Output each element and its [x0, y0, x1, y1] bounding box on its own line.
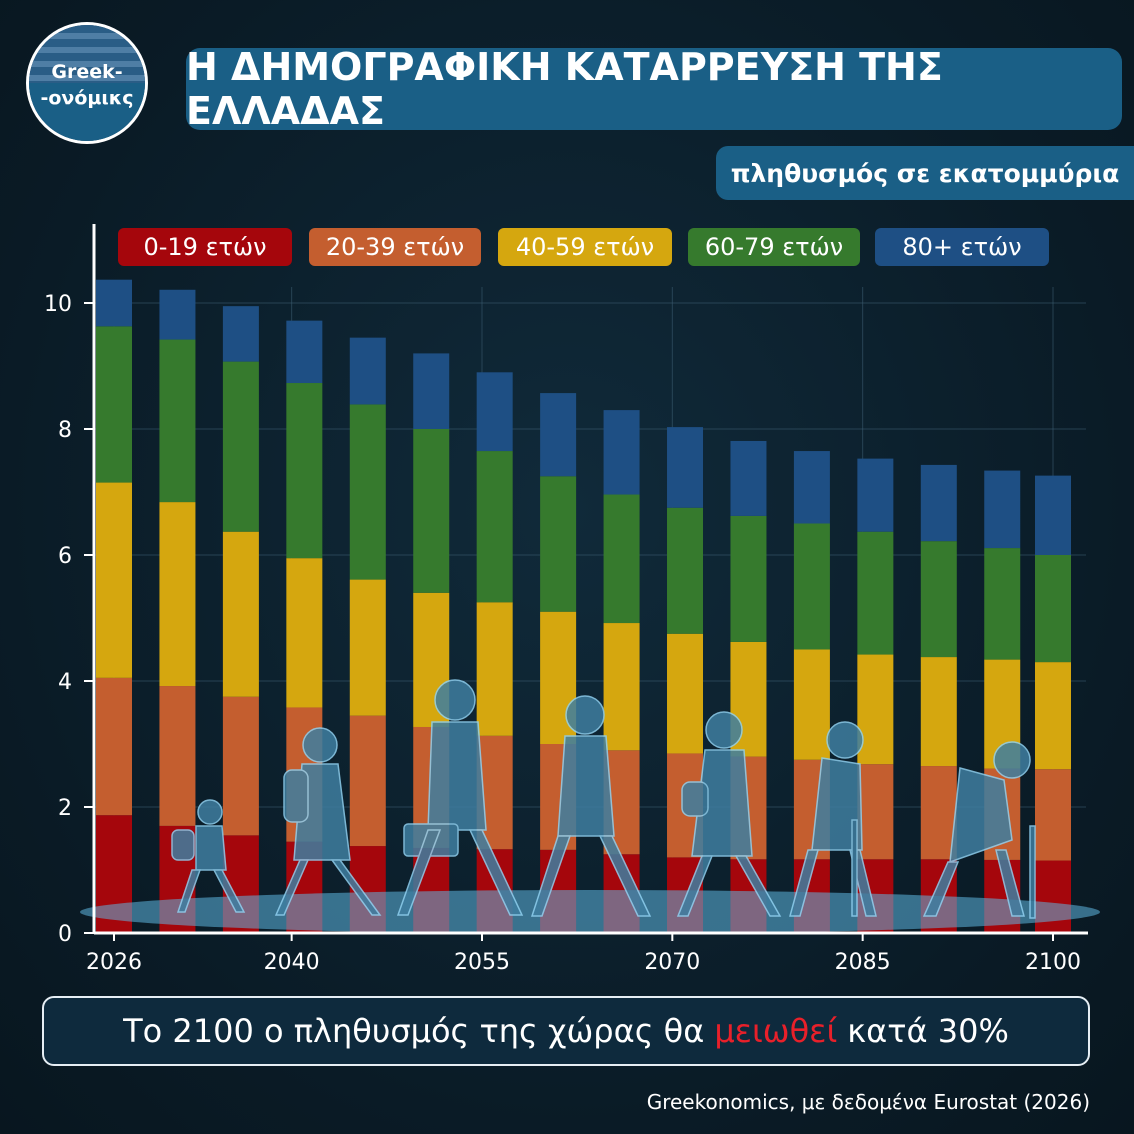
bar-2100-series-3: [1035, 555, 1071, 663]
subtitle-banner: πληθυσμός σε εκατομμύρια: [716, 146, 1134, 200]
bar-2066-series-3: [603, 494, 640, 624]
bar-2071-series-3: [667, 507, 704, 634]
greekonomics-logo: Greek- -ονόμικς: [26, 22, 148, 144]
bar-2091-series-3: [920, 541, 957, 658]
bar-2046-series-4: [349, 337, 386, 405]
legend-item-0-19: 0-19 ετών: [118, 228, 292, 266]
elderly-man-figure-icon: [789, 721, 877, 917]
y-tick-label-8: 8: [58, 418, 72, 443]
legend-item-20-39: 20-39 ετών: [309, 228, 481, 266]
bar-2051-series-3: [413, 429, 450, 593]
y-axis-ticks: 0 2 4 6 8 10: [44, 292, 94, 947]
bar-2066-series-4: [603, 410, 640, 495]
bar-2046-series-3: [349, 404, 386, 580]
bar-2036-series-4: [222, 306, 259, 362]
y-tick-label-4: 4: [58, 670, 72, 695]
bar-2031-series-1: [159, 686, 196, 826]
businessman-figure-icon: [396, 679, 524, 916]
bar-2081-series-2: [793, 649, 830, 760]
woman-figure-icon: [676, 711, 782, 917]
bar-2046-series-2: [349, 579, 386, 716]
bar-2061-series-3: [540, 476, 577, 612]
bar-2066-series-2: [603, 623, 640, 751]
legend-item-80-plus: 80+ ετών: [875, 228, 1049, 266]
bar-2086-series-2: [857, 654, 894, 765]
bar-2041-series-3: [286, 383, 323, 559]
x-axis-ticks: 2026 2040 2055 2070 2085 2100: [86, 933, 1081, 975]
axes: [92, 224, 1088, 935]
bar-2056-series-3: [476, 451, 513, 603]
callout-text-after: κατά 30%: [847, 1012, 1009, 1050]
bar-2056-series-2: [476, 602, 513, 736]
greek-flag-stripes: [29, 25, 145, 83]
bar-2056-series-4: [476, 372, 513, 452]
walking-people-illustration: [80, 679, 1100, 934]
bar-2026-series-4: [96, 279, 132, 327]
bar-2081-series-3: [793, 523, 830, 650]
bar-2086-series-3: [857, 531, 894, 655]
bar-2076-series-4: [730, 440, 767, 516]
bar-2036-series-1: [222, 696, 259, 836]
child-figure-icon: [171, 799, 246, 913]
legend-item-60-79: 60-79 ετών: [688, 228, 860, 266]
bar-2071-series-2: [667, 633, 704, 754]
title-banner: Η ΔΗΜΟΓΡΑΦΙΚΗ ΚΑΤΑΡΡΕΥΣΗ ΤΗΣ ΕΛΛΑΔΑΣ: [186, 45, 1122, 133]
conclusion-callout: Το 2100 ο πληθυσμός της χώρας θα μειωθεί…: [42, 996, 1090, 1066]
bar-2026-series-1: [96, 677, 132, 816]
bar-2096-series-4: [984, 470, 1021, 549]
bar-2091-series-4: [920, 464, 957, 542]
bar-2096-series-3: [984, 548, 1021, 660]
bar-2041-series-4: [286, 320, 323, 384]
x-tick-label-2040: 2040: [264, 950, 320, 975]
logo-lower-field: [29, 83, 145, 141]
bar-2076-series-3: [730, 515, 767, 642]
page-title: Η ΔΗΜΟΓΡΑΦΙΚΗ ΚΑΤΑΡΡΕΥΣΗ ΤΗΣ ΕΛΛΑΔΑΣ: [186, 45, 943, 133]
x-tick-label-2070: 2070: [644, 950, 700, 975]
girl-figure-icon: [274, 727, 382, 916]
bar-2026-series-2: [96, 482, 132, 678]
legend: 0-19 ετών 20-39 ετών 40-59 ετών 60-79 ετ…: [0, 228, 1134, 268]
y-tick-label-10: 10: [44, 292, 72, 317]
bar-2071-series-4: [667, 427, 704, 508]
bar-2041-series-2: [286, 558, 323, 708]
bar-2091-series-2: [920, 657, 957, 767]
elderly-woman-figure-icon: [922, 741, 1036, 919]
bar-2051-series-4: [413, 353, 450, 429]
y-tick-label-6: 6: [58, 544, 72, 569]
bar-2086-series-1: [857, 764, 894, 860]
source-note: Greekonomics, με δεδομένα Eurostat (2026…: [646, 1090, 1090, 1114]
callout-highlight: μειωθεί: [714, 1012, 838, 1050]
bar-2031-series-3: [159, 339, 196, 503]
bar-2086-series-4: [857, 458, 894, 532]
bar-2081-series-4: [793, 451, 830, 524]
bar-2100-series-4: [1035, 475, 1071, 555]
bar-2026-series-3: [96, 326, 132, 483]
bar-2036-series-2: [222, 531, 259, 697]
bar-2031-series-2: [159, 502, 196, 687]
x-tick-label-2055: 2055: [454, 950, 510, 975]
y-tick-label-2: 2: [58, 796, 72, 821]
x-tick-label-2085: 2085: [835, 950, 891, 975]
logo-line-2: -ονόμικς: [40, 87, 134, 109]
bar-2100-series-2: [1035, 662, 1071, 770]
unit-subtitle: πληθυσμός σε εκατομμύρια: [730, 158, 1120, 188]
x-tick-label-2026: 2026: [86, 950, 142, 975]
bar-2091-series-1: [920, 766, 957, 860]
x-tick-label-2100: 2100: [1025, 950, 1081, 975]
bar-2046-series-1: [349, 715, 386, 847]
bar-2031-series-4: [159, 289, 196, 340]
legend-item-40-59: 40-59 ετών: [498, 228, 672, 266]
callout-text-before: Το 2100 ο πληθυσμός της χώρας θα: [123, 1012, 705, 1050]
logo-line-1: Greek-: [51, 61, 123, 83]
bar-2100-series-1: [1035, 769, 1071, 861]
floor-glow: [80, 890, 1100, 934]
young-man-figure-icon: [530, 695, 652, 917]
y-tick-label-0: 0: [58, 922, 72, 947]
bar-2061-series-4: [540, 393, 577, 477]
bar-2036-series-3: [222, 361, 259, 532]
